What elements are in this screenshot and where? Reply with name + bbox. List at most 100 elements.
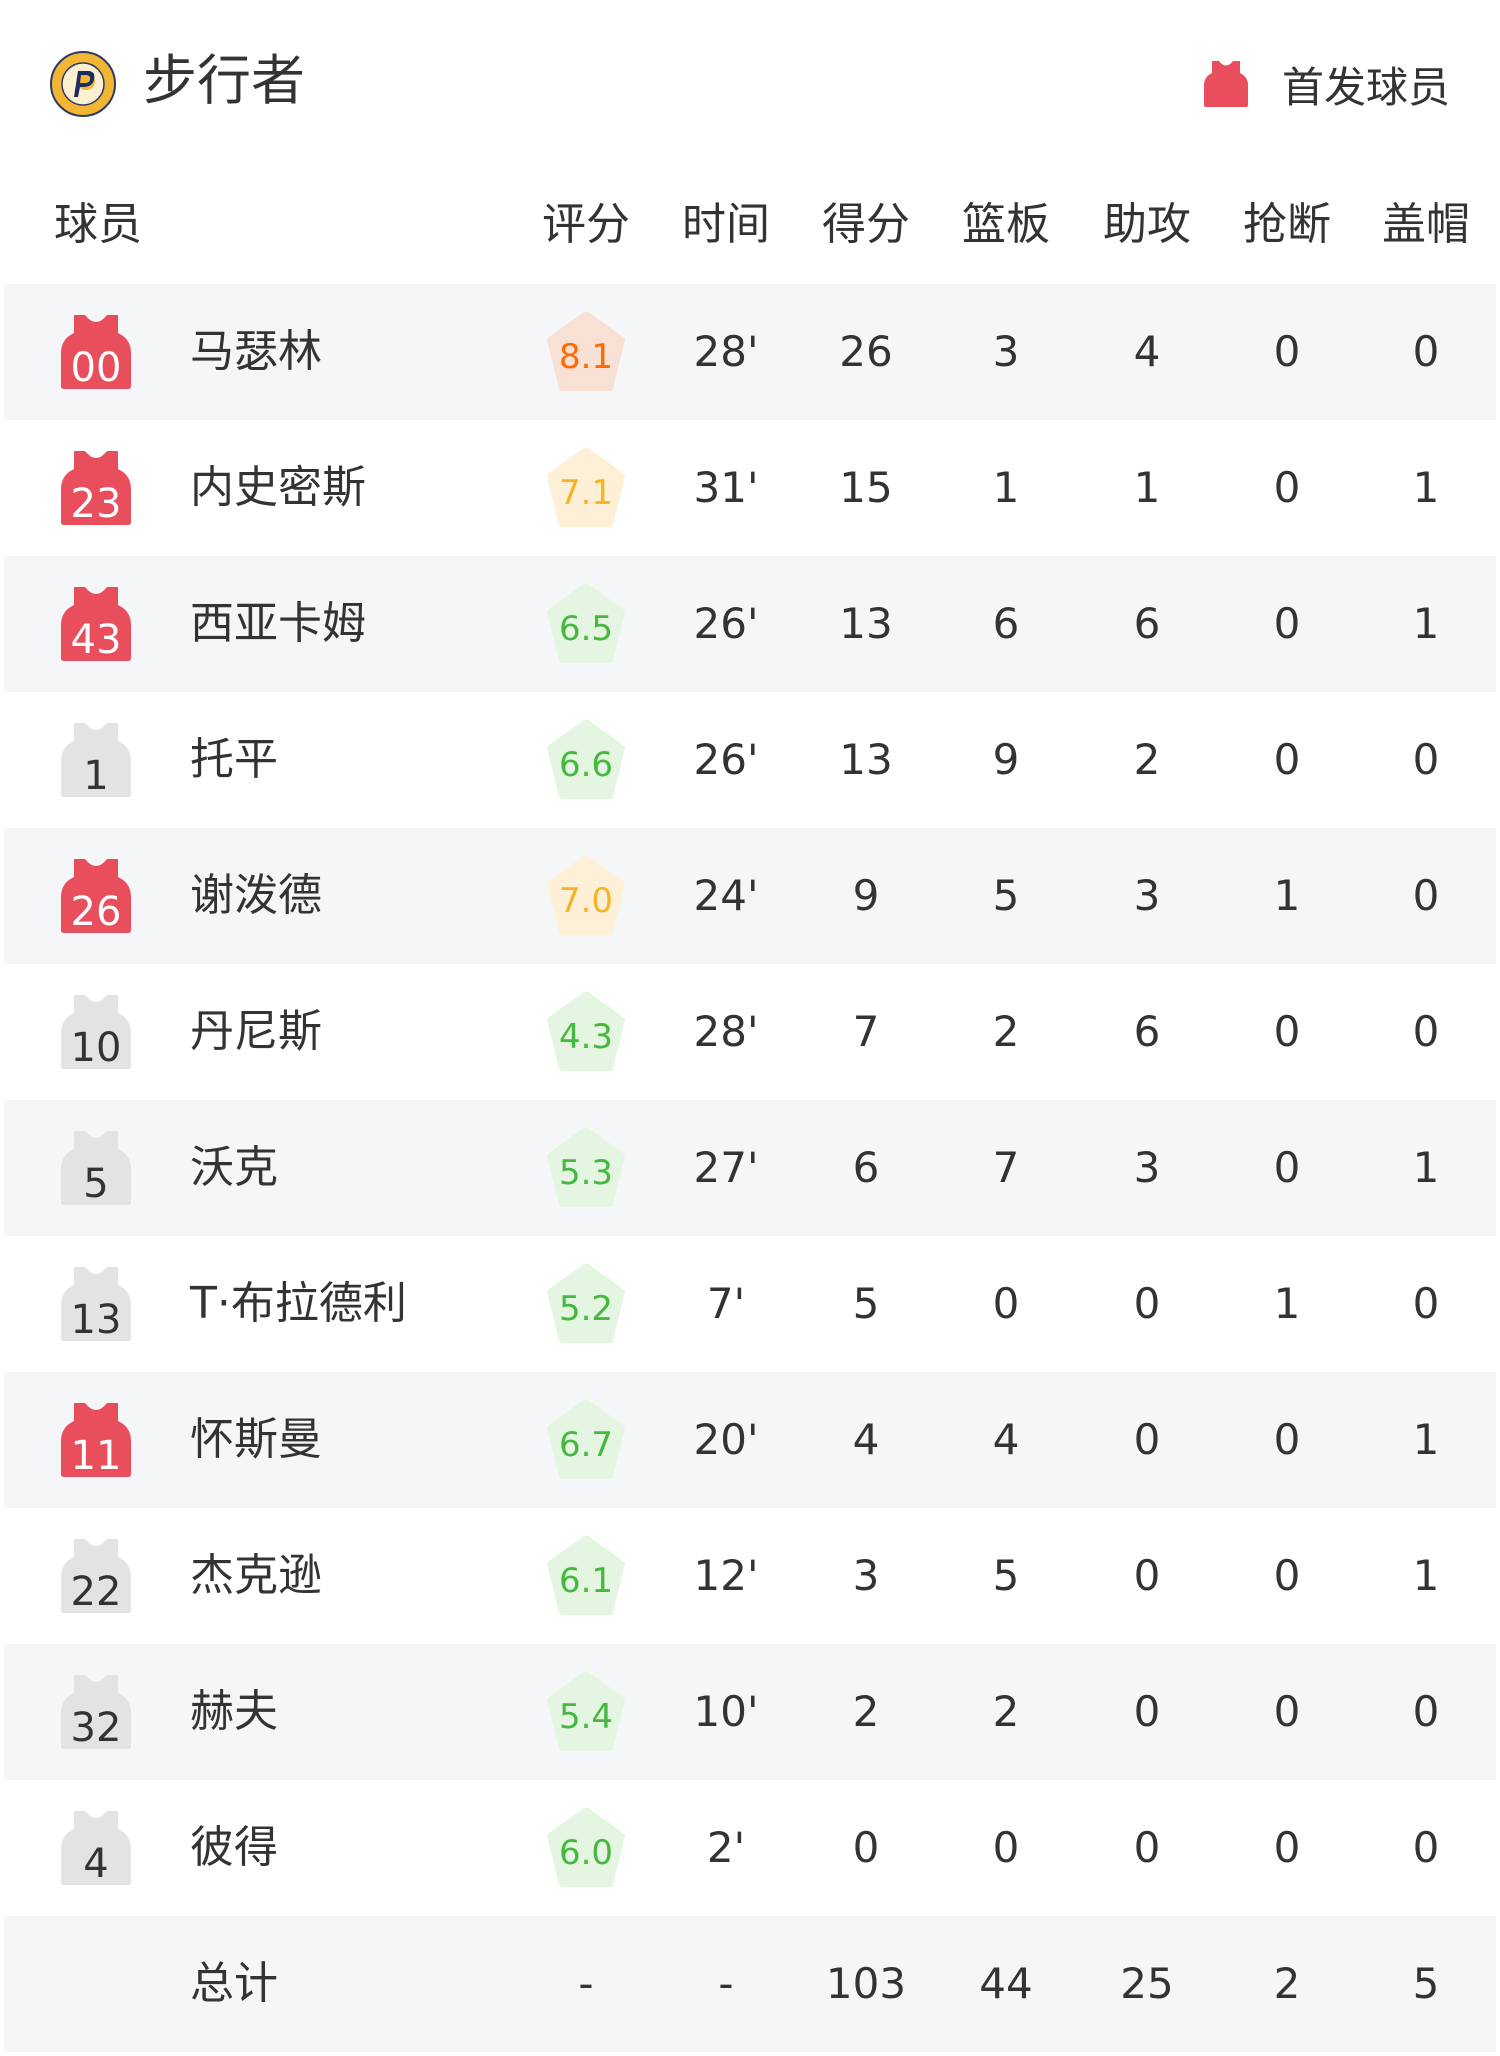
stat-time: 26'	[693, 735, 759, 784]
stat-blk: 1	[1412, 1143, 1440, 1192]
stat-reb: 0	[992, 1823, 1020, 1872]
stat-pts: 13	[839, 599, 893, 648]
stat-ast: 4	[1133, 327, 1161, 376]
starter-legend: 首发球员	[1203, 52, 1450, 116]
totals-row: 总计 - -103 44 25 2 5	[4, 1916, 1496, 2052]
player-row[interactable]: 32 赫夫 5.4 10' 2 2 0 0 0	[4, 1644, 1496, 1780]
stat-stl: 0	[1273, 1415, 1301, 1464]
player-name[interactable]: 谢泼德	[190, 870, 322, 921]
jersey-icon: 23	[61, 451, 131, 527]
player-name[interactable]: 彼得	[190, 1822, 278, 1873]
jersey-number: 1	[83, 753, 109, 799]
player-name[interactable]: 西亚卡姆	[190, 598, 366, 649]
player-name[interactable]: T·布拉德利	[190, 1278, 407, 1329]
stat-blk: 1	[1412, 599, 1440, 648]
total-stl: 2	[1273, 1959, 1301, 2008]
stat-time: 2'	[706, 1823, 746, 1872]
stat-pts: 15	[839, 463, 893, 512]
stat-reb: 3	[992, 327, 1020, 376]
stat-time: 28'	[693, 1007, 759, 1056]
rating-badge: 7.0	[546, 856, 626, 936]
rating-value: 7.1	[558, 473, 614, 513]
indiana-pacers-logo	[50, 51, 116, 117]
player-row[interactable]: 4 彼得 6.0 2' 0 0 0 0 0	[4, 1780, 1496, 1916]
table-header: 球员 评分 时间 得分 篮板 助攻 抢断 盖帽	[0, 185, 1500, 265]
stat-reb: 4	[992, 1415, 1020, 1464]
totals-label: 总计	[190, 1958, 278, 2009]
stat-stl: 0	[1273, 1687, 1301, 1736]
rating-value: 6.7	[558, 1425, 614, 1465]
stat-blk: 1	[1412, 463, 1440, 512]
stat-blk: 0	[1412, 1007, 1440, 1056]
stat-blk: 0	[1412, 871, 1440, 920]
rating-badge: 7.1	[546, 448, 626, 528]
jersey-number: 22	[70, 1569, 122, 1615]
player-name[interactable]: 赫夫	[190, 1686, 278, 1737]
player-name[interactable]: 杰克逊	[190, 1550, 322, 1601]
stat-pts: 13	[839, 735, 893, 784]
stat-blk: 0	[1412, 735, 1440, 784]
stat-ast: 0	[1133, 1687, 1161, 1736]
stat-rating: -	[578, 1959, 594, 2008]
player-name[interactable]: 沃克	[190, 1142, 278, 1193]
player-row[interactable]: 23 内史密斯 7.1 31' 15 1 1 0 1	[4, 420, 1496, 556]
rating-badge: 5.3	[546, 1128, 626, 1208]
stat-time: 10'	[693, 1687, 759, 1736]
stat-time: 27'	[693, 1143, 759, 1192]
player-row[interactable]: 11 怀斯曼 6.7 20' 4 4 0 0 1	[4, 1372, 1496, 1508]
rating-value: 7.0	[558, 881, 614, 921]
rating-value: 8.1	[558, 337, 614, 377]
stat-stl: 1	[1273, 871, 1301, 920]
player-name[interactable]: 马瑟林	[190, 326, 322, 377]
player-row[interactable]: 1 托平 6.6 26' 13 9 2 0 0	[4, 692, 1496, 828]
rating-badge: 6.5	[546, 584, 626, 664]
stat-pts: 9	[852, 871, 880, 920]
jersey-icon: 32	[61, 1675, 131, 1751]
player-name[interactable]: 丹尼斯	[190, 1006, 322, 1057]
total-time: -	[718, 1959, 734, 2008]
player-row[interactable]: 26 谢泼德 7.0 24' 9 5 3 1 0	[4, 828, 1496, 964]
rating-badge: 5.2	[546, 1264, 626, 1344]
player-stats-table: 00 马瑟林 8.1 28' 26 3 4 0 0 23 内史密斯 7.1 31' 15 1 1 0 1…	[4, 284, 1496, 2052]
jersey-number: 32	[70, 1705, 122, 1751]
player-row[interactable]: 00 马瑟林 8.1 28' 26 3 4 0 0	[4, 284, 1496, 420]
col-rating: 评分	[542, 199, 630, 250]
player-name[interactable]: 怀斯曼	[190, 1414, 322, 1465]
stat-blk: 1	[1412, 1551, 1440, 1600]
jersey-icon: 10	[61, 995, 131, 1071]
col-steals: 抢断	[1243, 199, 1331, 250]
player-row[interactable]: 10 丹尼斯 4.3 28' 7 2 6 0 0	[4, 964, 1496, 1100]
stat-stl: 0	[1273, 1551, 1301, 1600]
player-row[interactable]: 22 杰克逊 6.1 12' 3 5 0 0 1	[4, 1508, 1496, 1644]
stat-pts: 0	[852, 1823, 880, 1872]
stat-stl: 0	[1273, 735, 1301, 784]
rating-value: 5.3	[558, 1153, 614, 1193]
player-name[interactable]: 托平	[190, 734, 278, 785]
stat-ast: 3	[1133, 871, 1161, 920]
stat-time: 26'	[693, 599, 759, 648]
rating-badge: 6.7	[546, 1400, 626, 1480]
legend-label: 首发球员	[1281, 62, 1450, 112]
jersey-number: 4	[83, 1841, 109, 1887]
stat-reb: 7	[992, 1143, 1020, 1192]
player-row[interactable]: 13 T·布拉德利 5.2 7' 5 0 0 1 0	[4, 1236, 1496, 1372]
stat-reb: 9	[992, 735, 1020, 784]
total-blk: 5	[1412, 1959, 1440, 2008]
col-blocks: 盖帽	[1382, 199, 1470, 250]
stat-reb: 5	[992, 1551, 1020, 1600]
stat-ast: 0	[1133, 1551, 1161, 1600]
stat-pts: 3	[852, 1551, 880, 1600]
stat-time: 31'	[693, 463, 759, 512]
stat-stl: 0	[1273, 463, 1301, 512]
rating-value: 6.0	[558, 1833, 614, 1873]
jersey-icon: 4	[61, 1811, 131, 1887]
total-reb: 44	[979, 1959, 1033, 2008]
jersey-icon: 43	[61, 587, 131, 663]
stat-ast: 3	[1133, 1143, 1161, 1192]
player-row[interactable]: 43 西亚卡姆 6.5 26' 13 6 6 0 1	[4, 556, 1496, 692]
player-row[interactable]: 5 沃克 5.3 27' 6 7 3 0 1	[4, 1100, 1496, 1236]
rating-value: 5.4	[558, 1697, 614, 1737]
stat-pts: 7	[852, 1007, 880, 1056]
player-name[interactable]: 内史密斯	[190, 462, 366, 513]
col-player: 球员	[54, 199, 142, 250]
